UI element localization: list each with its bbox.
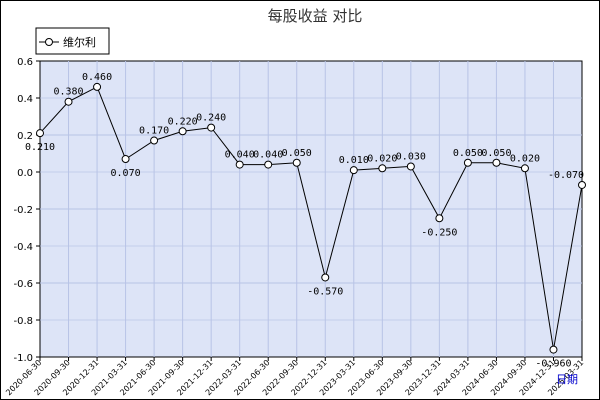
data-point	[93, 82, 102, 91]
y-tick-label: 0.4	[17, 94, 33, 105]
data-point	[463, 158, 472, 167]
data-label: 0.170	[139, 126, 169, 137]
series-line	[39, 86, 583, 350]
data-label: 0.020	[510, 153, 540, 164]
data-point	[406, 162, 415, 171]
data-label: 0.210	[25, 142, 55, 153]
data-point	[378, 164, 387, 173]
data-label: 0.380	[53, 87, 83, 98]
data-label: 0.040	[253, 150, 283, 161]
data-label: -0.960	[535, 359, 571, 370]
data-point	[492, 158, 501, 167]
y-tick-label: -0.2	[13, 205, 33, 216]
data-point	[520, 164, 529, 173]
data-label: 0.050	[453, 148, 483, 159]
chart-title: 每股收益 对比	[268, 7, 363, 25]
data-label: 0.220	[168, 116, 198, 127]
data-point	[235, 160, 244, 169]
data-label: 0.240	[196, 113, 226, 124]
y-tick-label: 0.6	[17, 57, 33, 68]
data-point	[549, 345, 558, 354]
legend: 维尔利	[35, 27, 110, 55]
data-point	[207, 123, 216, 132]
data-point	[292, 158, 301, 167]
data-label: -0.250	[421, 227, 457, 238]
data-point	[321, 273, 330, 282]
y-tick-label: -0.8	[13, 316, 33, 327]
data-point	[36, 129, 44, 138]
data-label: 0.050	[481, 148, 511, 159]
y-axis: 0.6 0.4 0.2 0.0 -0.2 -0.4 -0.6 -0.8 -1.0	[13, 57, 40, 364]
y-tick-label: -1.0	[13, 353, 33, 364]
data-label: 0.050	[282, 148, 312, 159]
data-point	[121, 155, 130, 164]
data-label: 0.020	[367, 153, 397, 164]
y-tick-label: -0.4	[13, 242, 33, 253]
data-label: 0.010	[339, 155, 369, 166]
legend-entry-label: 维尔利	[63, 36, 96, 49]
data-label: 0.460	[82, 72, 112, 83]
data-point	[435, 214, 444, 223]
data-label: 0.030	[396, 151, 426, 162]
y-tick-label: -0.6	[13, 279, 33, 290]
x-axis: 2020-06-302020-09-302020-12-312021-03-31…	[4, 357, 585, 397]
x-axis-title: 日期	[556, 373, 578, 386]
data-point	[150, 136, 159, 145]
data-point	[64, 97, 73, 106]
y-tick-label: 0.2	[17, 131, 33, 142]
y-tick-label: 0.0	[17, 168, 33, 179]
data-label: -0.070	[548, 170, 584, 181]
data-point	[578, 180, 586, 189]
data-point	[264, 160, 273, 169]
data-point	[349, 166, 358, 175]
data-point	[178, 127, 187, 136]
data-label: -0.570	[307, 286, 343, 297]
legend-marker-icon	[45, 38, 53, 46]
grid-lines	[40, 61, 582, 357]
data-label: 0.070	[111, 168, 141, 179]
data-label: 0.040	[225, 150, 255, 161]
